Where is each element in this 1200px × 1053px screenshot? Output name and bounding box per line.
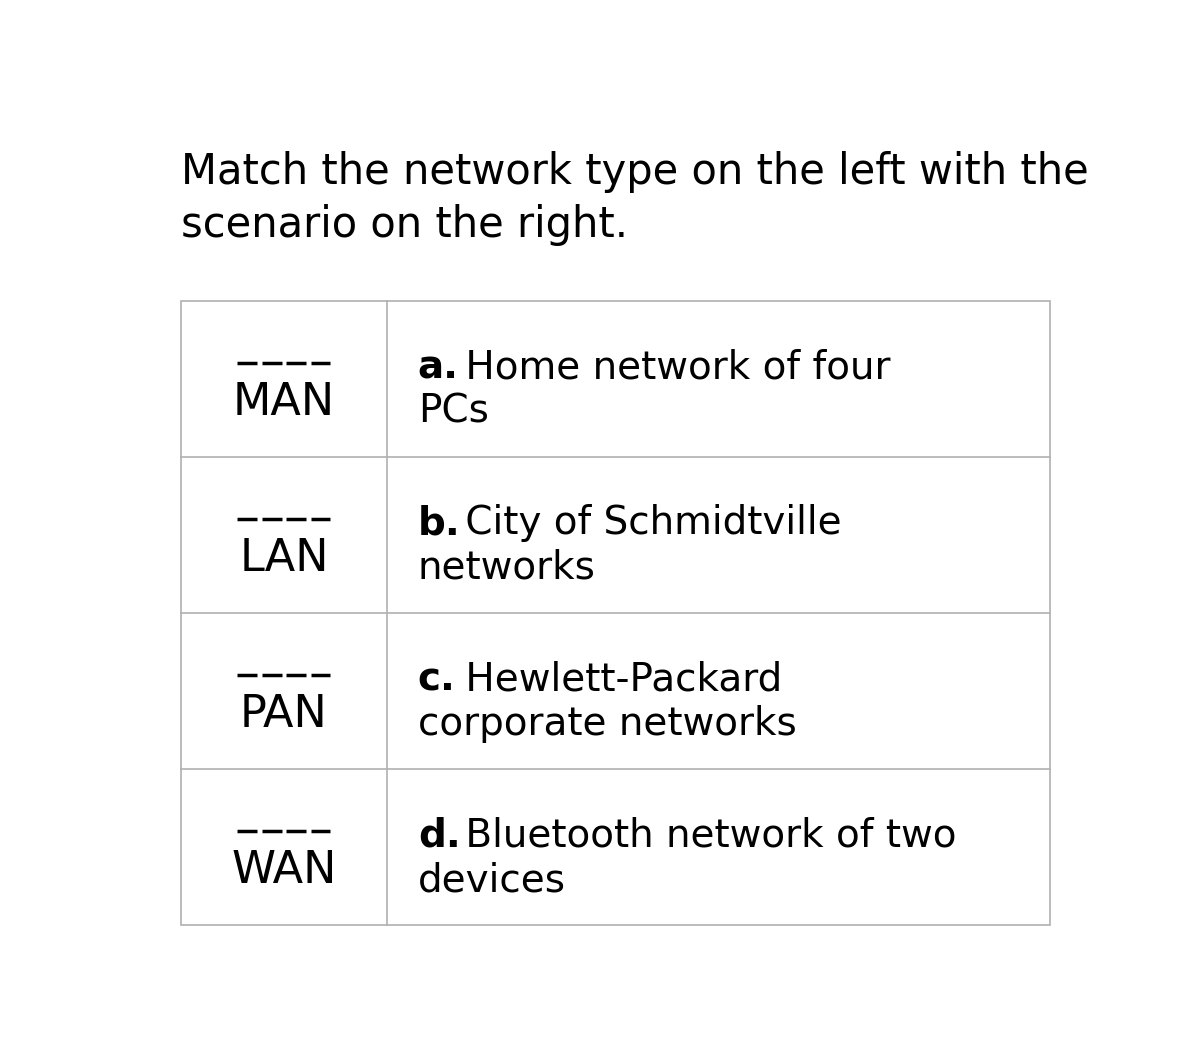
- Text: Match the network type on the left with the
scenario on the right.: Match the network type on the left with …: [181, 151, 1088, 246]
- Text: PAN: PAN: [240, 693, 328, 736]
- Bar: [181, 301, 1050, 925]
- Text: Bluetooth network of two: Bluetooth network of two: [454, 816, 956, 855]
- Text: MAN: MAN: [233, 381, 335, 424]
- Text: a.: a.: [418, 349, 458, 386]
- Text: b.: b.: [418, 504, 461, 542]
- Text: Home network of four: Home network of four: [454, 349, 890, 386]
- Text: Hewlett-Packard: Hewlett-Packard: [454, 660, 782, 698]
- Text: City of Schmidtville: City of Schmidtville: [454, 504, 842, 542]
- Text: WAN: WAN: [232, 849, 337, 892]
- Text: d.: d.: [418, 816, 461, 855]
- Text: PCs: PCs: [418, 393, 488, 431]
- Text: devices: devices: [418, 861, 566, 899]
- Text: c.: c.: [418, 660, 456, 698]
- Text: networks: networks: [418, 549, 595, 587]
- Text: LAN: LAN: [239, 537, 329, 580]
- Text: corporate networks: corporate networks: [418, 706, 797, 743]
